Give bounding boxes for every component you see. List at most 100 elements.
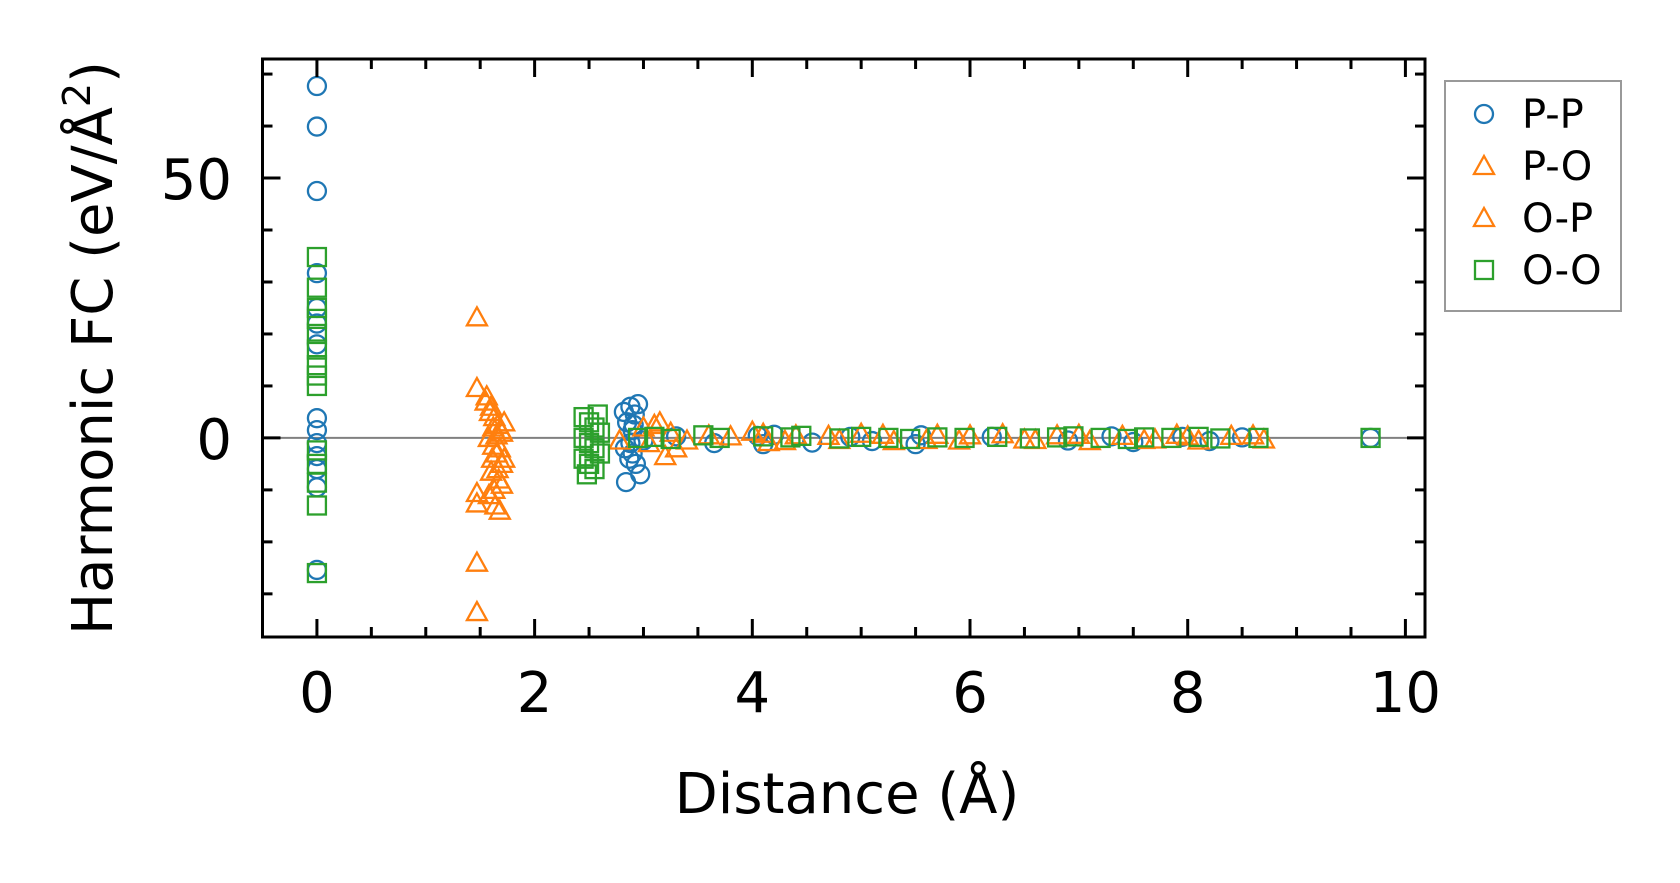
- data-point-p-p: [306, 458, 328, 480]
- legend-label: O-O: [1522, 248, 1602, 294]
- data-point-p-o: [783, 422, 808, 445]
- data-point-p-p: [306, 334, 328, 355]
- series-o-p: [473, 389, 1265, 500]
- data-point-p-p: [1123, 431, 1144, 453]
- data-point-o-o: [1019, 428, 1041, 449]
- data-point-p-o: [718, 423, 743, 446]
- data-point-o-o: [1188, 426, 1209, 448]
- data-point-o-o: [709, 427, 730, 449]
- data-point-o-o: [306, 495, 328, 516]
- data-point-p-o: [1219, 423, 1244, 445]
- data-point-o-p: [1132, 427, 1157, 450]
- y-axis-label: Harmonic FC (eV/Å2): [55, 61, 126, 635]
- data-point-p-p: [622, 443, 643, 464]
- data-point-o-p: [958, 422, 982, 445]
- data-point-o-o: [578, 453, 600, 475]
- data-point-p-p: [306, 75, 328, 97]
- data-point-o-o: [627, 427, 649, 449]
- data-point-o-o: [306, 375, 328, 397]
- data-point-o-o: [576, 464, 598, 485]
- data-point-p-p: [1101, 426, 1122, 447]
- data-point-o-o: [306, 472, 328, 493]
- data-point-o-o: [878, 427, 899, 449]
- data-point-p-p: [1057, 430, 1079, 451]
- axes: [261, 57, 1427, 639]
- data-point-o-p: [487, 435, 512, 458]
- data-point-o-p: [482, 477, 507, 500]
- data-point-o-o: [573, 406, 594, 428]
- plot-area: [262, 75, 1425, 622]
- ticks: 0 2 4 6 8 10 0 50: [161, 59, 1441, 726]
- data-point-p-o: [881, 428, 906, 451]
- data-point-p-o: [675, 428, 699, 450]
- y-axis-label-end: ): [61, 61, 126, 83]
- data-point-o-o: [573, 427, 594, 449]
- data-point-p-p: [306, 116, 328, 137]
- data-point-o-o: [584, 417, 605, 438]
- data-point-p-p: [665, 426, 687, 447]
- square-marker-icon: [1473, 259, 1495, 281]
- data-point-o-p: [1175, 423, 1200, 446]
- data-point-o-o: [899, 428, 921, 450]
- y-tick-label: 50: [161, 148, 232, 213]
- data-point-p-p: [840, 426, 861, 448]
- x-tick-label: 4: [734, 661, 770, 726]
- y-axis-label-sup: 2: [55, 83, 99, 107]
- legend-label: O-P: [1522, 196, 1593, 242]
- data-point-p-o: [464, 480, 489, 503]
- data-point-o-o: [1090, 427, 1111, 449]
- data-point-o-o: [1360, 427, 1381, 449]
- data-point-p-p: [619, 448, 640, 469]
- data-point-o-p: [751, 421, 776, 443]
- data-point-o-p: [636, 430, 661, 453]
- data-point-o-p: [1066, 422, 1091, 444]
- data-point-o-o: [644, 426, 665, 448]
- data-point-p-o: [479, 459, 504, 481]
- data-point-p-o: [990, 421, 1015, 444]
- data-point-p-o: [483, 493, 508, 515]
- data-point-o-p: [478, 399, 502, 422]
- data-point-p-o: [1077, 428, 1102, 451]
- data-point-o-o: [987, 426, 1008, 448]
- triangle-marker-icon: [1472, 205, 1496, 228]
- data-point-o-o: [573, 448, 594, 469]
- data-point-o-o: [306, 339, 328, 360]
- data-point-p-o: [464, 304, 489, 327]
- data-point-o-p: [1241, 422, 1265, 445]
- legend-item-o-o: O-O: [1473, 248, 1602, 294]
- legend-item-p-o: P-O: [1472, 144, 1592, 190]
- x-tick-label: 6: [952, 661, 988, 726]
- data-point-p-p: [624, 404, 645, 425]
- data-point-p-o: [653, 443, 678, 466]
- data-point-o-o: [829, 428, 850, 449]
- data-point-p-o: [492, 446, 517, 468]
- x-axis-label: Distance (Å): [675, 761, 1020, 827]
- data-point-p-o: [1045, 422, 1070, 445]
- x-tick-label: 2: [517, 661, 553, 726]
- data-point-o-o: [306, 246, 328, 268]
- data-point-p-p: [627, 393, 649, 415]
- legend-label: P-P: [1522, 92, 1584, 138]
- data-point-o-o: [693, 425, 714, 446]
- data-point-o-o: [1063, 426, 1084, 447]
- data-point-o-o: [753, 426, 774, 447]
- data-point-o-o: [587, 404, 608, 425]
- data-point-p-o: [464, 550, 489, 572]
- data-point-p-o: [925, 422, 950, 444]
- data-point-o-p: [773, 428, 797, 451]
- x-tick-label: 10: [1370, 661, 1441, 726]
- data-point-o-o: [1210, 428, 1231, 449]
- x-tick-label: 0: [299, 661, 335, 726]
- data-point-o-o: [780, 427, 801, 448]
- x-tick-label: 8: [1170, 661, 1206, 726]
- data-point-o-o: [1117, 428, 1138, 450]
- data-point-o-o: [851, 426, 872, 448]
- data-point-o-o: [791, 425, 812, 446]
- data-point-o-o: [306, 562, 328, 584]
- data-point-o-o: [1161, 427, 1182, 449]
- data-point-p-p: [306, 477, 328, 498]
- series-p-p: [306, 75, 1381, 581]
- data-point-p-o: [464, 375, 489, 398]
- data-point-p-o: [947, 428, 972, 450]
